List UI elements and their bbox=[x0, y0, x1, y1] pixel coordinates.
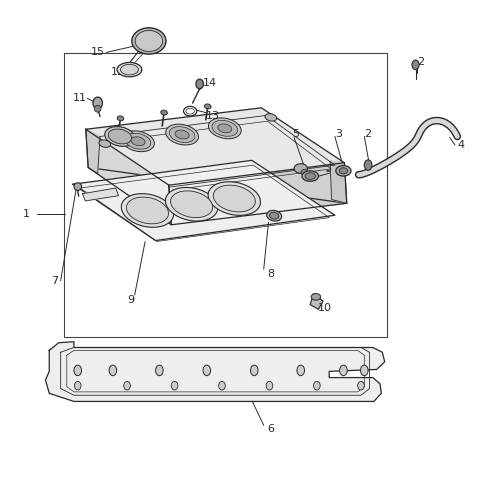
Ellipse shape bbox=[213, 185, 255, 212]
Ellipse shape bbox=[297, 365, 304, 376]
Ellipse shape bbox=[117, 116, 124, 121]
Ellipse shape bbox=[219, 382, 225, 390]
Polygon shape bbox=[83, 188, 119, 201]
Ellipse shape bbox=[412, 60, 419, 70]
Polygon shape bbox=[46, 342, 384, 401]
Ellipse shape bbox=[126, 197, 168, 224]
Ellipse shape bbox=[120, 64, 138, 75]
Text: 15: 15 bbox=[91, 47, 105, 57]
Ellipse shape bbox=[124, 382, 131, 390]
Ellipse shape bbox=[218, 124, 232, 133]
Ellipse shape bbox=[95, 105, 101, 112]
Ellipse shape bbox=[208, 182, 261, 215]
Ellipse shape bbox=[313, 382, 320, 390]
Polygon shape bbox=[169, 163, 347, 225]
Ellipse shape bbox=[265, 114, 276, 121]
Text: 10: 10 bbox=[318, 303, 332, 313]
Ellipse shape bbox=[105, 127, 135, 146]
Polygon shape bbox=[73, 160, 335, 241]
Text: 14: 14 bbox=[203, 78, 217, 88]
Ellipse shape bbox=[266, 382, 273, 390]
Ellipse shape bbox=[175, 130, 189, 139]
Ellipse shape bbox=[203, 365, 211, 376]
Ellipse shape bbox=[364, 160, 372, 170]
Polygon shape bbox=[330, 161, 347, 203]
Ellipse shape bbox=[305, 173, 315, 179]
Polygon shape bbox=[310, 294, 323, 309]
Ellipse shape bbox=[156, 365, 163, 376]
Text: 12: 12 bbox=[111, 67, 125, 77]
Ellipse shape bbox=[109, 365, 117, 376]
Ellipse shape bbox=[358, 382, 364, 390]
Ellipse shape bbox=[302, 171, 319, 181]
Ellipse shape bbox=[74, 183, 82, 190]
Text: 5: 5 bbox=[292, 129, 299, 139]
Text: 2: 2 bbox=[417, 57, 424, 68]
Ellipse shape bbox=[93, 97, 102, 109]
Ellipse shape bbox=[99, 140, 110, 147]
Bar bbox=[64, 53, 387, 337]
Ellipse shape bbox=[294, 164, 307, 173]
Polygon shape bbox=[86, 108, 344, 185]
Text: 1: 1 bbox=[23, 209, 30, 219]
Ellipse shape bbox=[74, 365, 82, 376]
Text: 9: 9 bbox=[127, 295, 134, 305]
Ellipse shape bbox=[132, 28, 166, 54]
Ellipse shape bbox=[121, 194, 174, 227]
Ellipse shape bbox=[135, 30, 163, 52]
Ellipse shape bbox=[74, 382, 81, 390]
Text: 11: 11 bbox=[73, 93, 87, 103]
Ellipse shape bbox=[131, 137, 145, 146]
Ellipse shape bbox=[166, 187, 218, 221]
Text: 13: 13 bbox=[206, 112, 220, 121]
Polygon shape bbox=[86, 129, 100, 174]
Ellipse shape bbox=[169, 127, 195, 142]
Ellipse shape bbox=[336, 166, 351, 176]
Ellipse shape bbox=[196, 79, 204, 89]
Text: 6: 6 bbox=[267, 424, 275, 434]
Ellipse shape bbox=[269, 213, 279, 219]
Ellipse shape bbox=[339, 168, 348, 174]
Ellipse shape bbox=[121, 131, 155, 152]
Ellipse shape bbox=[125, 133, 151, 149]
Ellipse shape bbox=[170, 191, 213, 218]
Ellipse shape bbox=[161, 110, 168, 115]
Text: 3: 3 bbox=[335, 128, 342, 139]
Ellipse shape bbox=[301, 170, 308, 175]
Ellipse shape bbox=[311, 294, 321, 300]
Ellipse shape bbox=[166, 124, 199, 145]
Ellipse shape bbox=[360, 365, 368, 376]
Ellipse shape bbox=[204, 104, 211, 109]
Ellipse shape bbox=[108, 129, 132, 144]
Text: 7: 7 bbox=[51, 276, 58, 285]
Ellipse shape bbox=[117, 62, 142, 77]
Ellipse shape bbox=[340, 365, 347, 376]
Ellipse shape bbox=[212, 120, 238, 136]
Ellipse shape bbox=[171, 382, 178, 390]
Ellipse shape bbox=[251, 365, 258, 376]
Text: 4: 4 bbox=[457, 140, 465, 150]
Ellipse shape bbox=[267, 210, 282, 221]
Ellipse shape bbox=[208, 118, 241, 139]
Text: 8: 8 bbox=[267, 269, 275, 279]
Polygon shape bbox=[86, 129, 171, 225]
Text: 2: 2 bbox=[364, 128, 372, 139]
